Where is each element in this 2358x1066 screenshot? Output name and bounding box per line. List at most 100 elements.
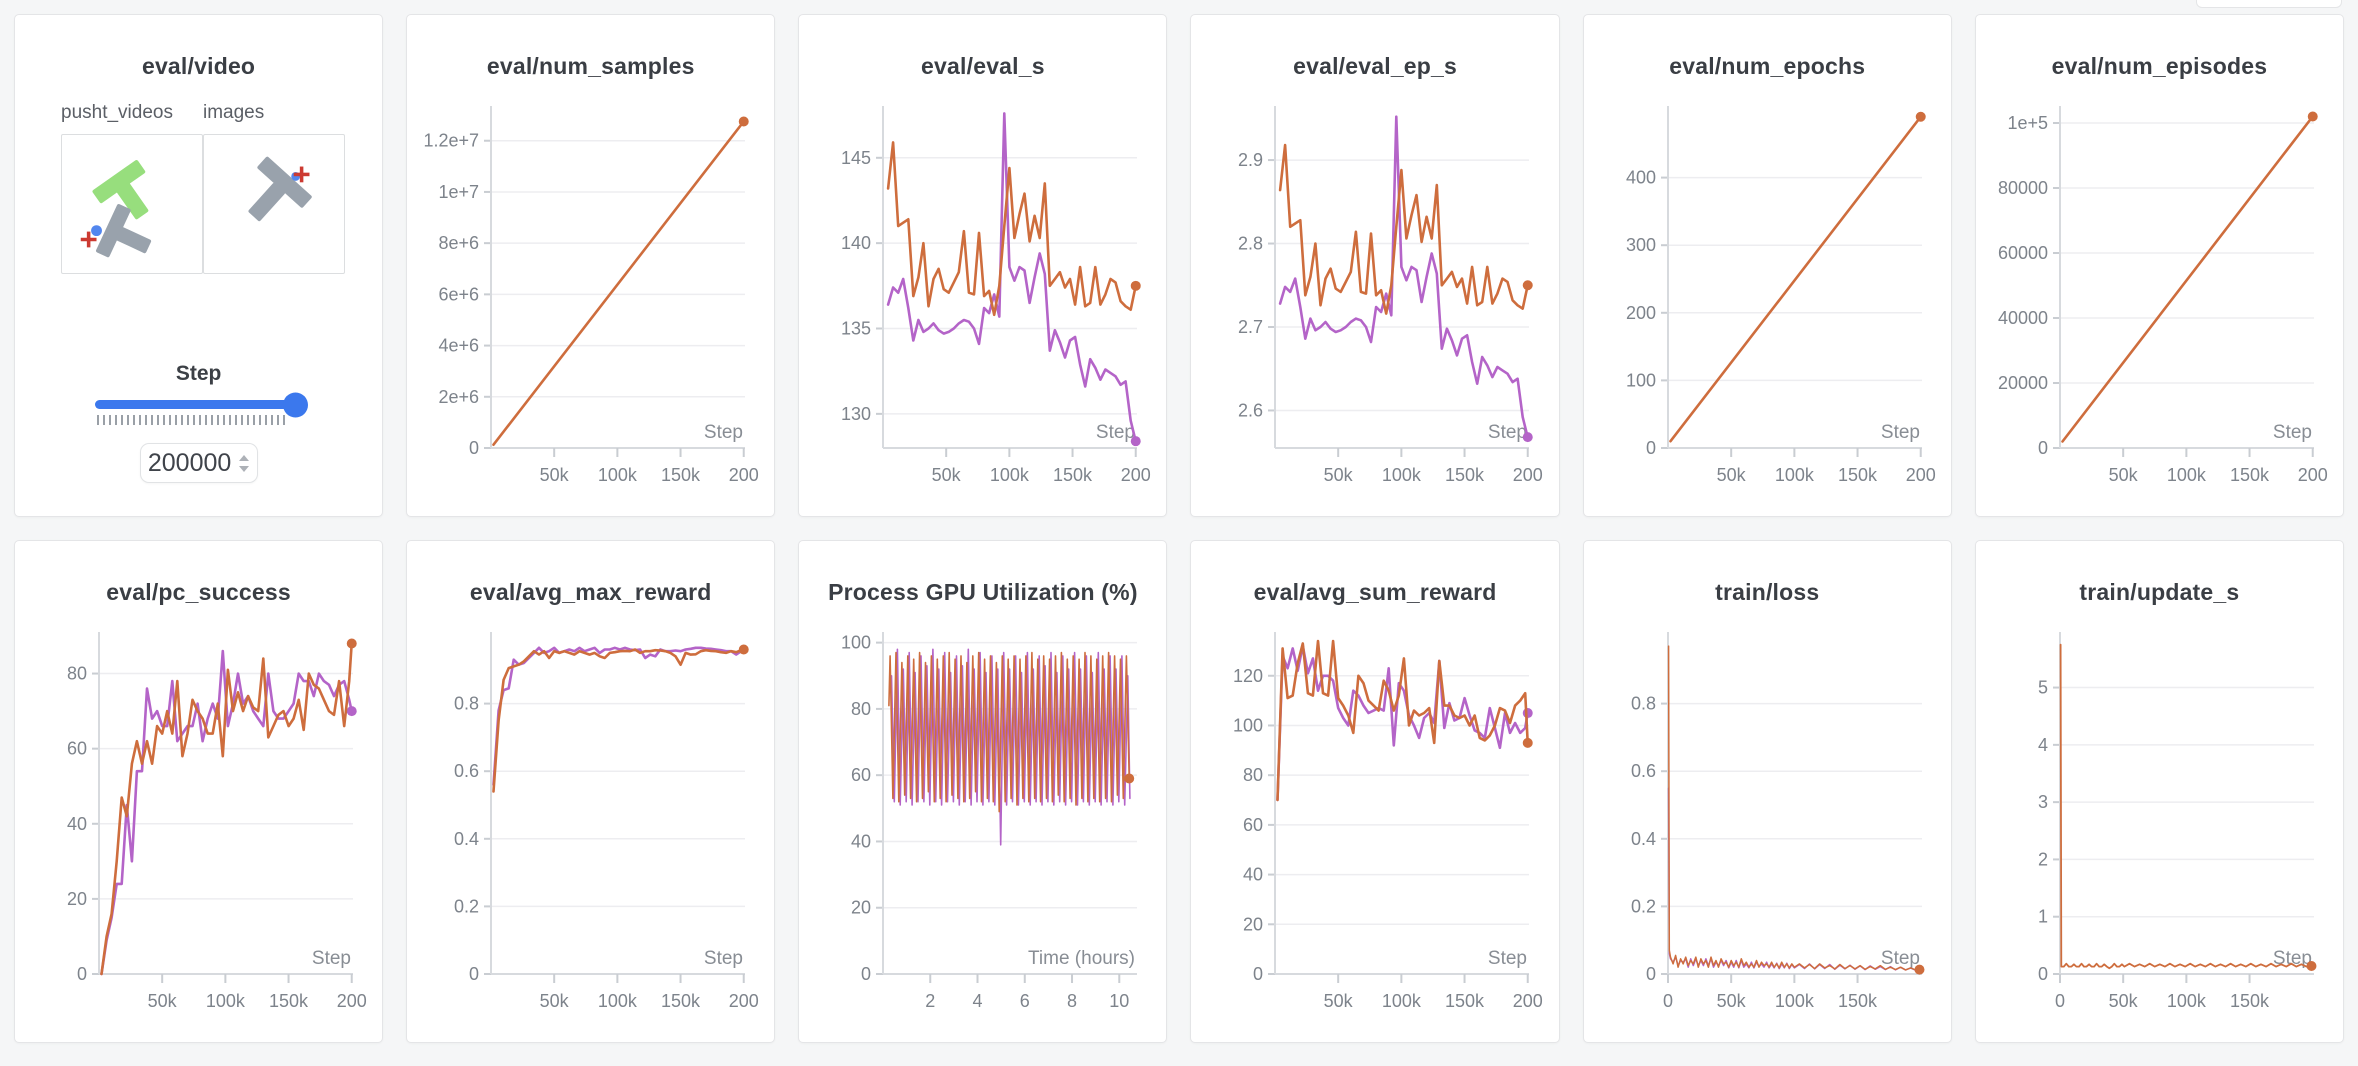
- series-line-run-purple: [492, 646, 746, 786]
- series-endpoint-dot-run-purple: [1523, 708, 1534, 719]
- panel-process-gpu-utilization[interactable]: Process GPU Utilization (%) 0 20 40 60 80 100 2…: [798, 540, 1168, 1043]
- panel-eval-num-epochs[interactable]: eval/num_epochs 0 100 200 300 400 50k 100k 150k 2…: [1582, 14, 1952, 517]
- x-axis-label: Step: [1488, 422, 1527, 443]
- x-axis-tick-label: 200: [729, 991, 759, 1011]
- y-axis-tick-label: 0.4: [454, 829, 479, 849]
- y-axis-tick-label: 0.6: [454, 761, 479, 781]
- x-axis-tick-label: 50k: [540, 465, 570, 485]
- step-input[interactable]: 200000: [139, 443, 258, 483]
- x-axis-label: Step: [2273, 422, 2312, 443]
- image-thumbnail-images[interactable]: [203, 134, 345, 274]
- panel-eval-video[interactable]: eval/video pusht_videos: [14, 14, 384, 517]
- panel-train-update-s[interactable]: train/update_s 0 1 2 3 4 5 0 50k 100k 150k Step: [1974, 540, 2344, 1043]
- y-axis-tick-label: 2.7: [1238, 317, 1263, 337]
- spin-down-icon[interactable]: [239, 465, 250, 472]
- panel-eval-num-episodes[interactable]: eval/num_episodes 0 20000 40000 60000 80000 1e…: [1974, 14, 2344, 517]
- x-axis-tick-label: 50k: [540, 991, 570, 1011]
- x-axis-tick-label: 200: [1513, 991, 1543, 1011]
- y-axis-tick-label: 135: [841, 319, 871, 339]
- y-axis-tick-label: 400: [1626, 168, 1656, 188]
- series-line-run-purple: [1667, 787, 1920, 972]
- series-endpoint-dot-run-purple: [1523, 432, 1534, 443]
- y-axis-tick-label: 2: [2038, 849, 2048, 869]
- x-axis-tick-label: 200: [2298, 465, 2328, 485]
- series-line-run-orange: [492, 648, 746, 793]
- series-endpoint-dot-run-orange: [346, 638, 357, 649]
- panel-eval-pc-success[interactable]: eval/pc_success 0 20 40 60 80 50k 100k 150k 200 St…: [14, 540, 384, 1043]
- x-axis-label: Time (hours): [1028, 948, 1135, 969]
- y-axis-tick-label: 40: [851, 831, 871, 851]
- x-axis-tick-label: 50k: [2108, 991, 2138, 1011]
- series-endpoint-dot-run-orange: [1523, 280, 1534, 291]
- series-line-run-purple: [1276, 644, 1530, 802]
- panel-title: train/loss: [1715, 579, 1820, 605]
- y-axis-tick-label: 80: [67, 664, 87, 684]
- step-slider-thumb[interactable]: [282, 392, 308, 417]
- chart-canvas: 0 2e+6 4e+6 6e+6 8e+6 1e+7 1.2e+7 50k 100k 150k 20…: [424, 106, 759, 485]
- series-endpoint-dot-run-purple: [1131, 436, 1142, 447]
- panel-eval-num-samples[interactable]: eval/num_samples 0 2e+6 4e+6 6e+6 8e+6 1e+7 1.2…: [406, 14, 776, 517]
- step-control: Step 200000: [29, 362, 368, 483]
- video-thumbnail-pusht-videos[interactable]: [61, 134, 203, 274]
- spin-up-icon[interactable]: [239, 454, 250, 461]
- x-axis-tick-label: 100k: [1382, 991, 1422, 1011]
- step-slider[interactable]: [94, 392, 308, 417]
- y-axis-tick-label: 0.8: [1631, 694, 1656, 714]
- y-axis-tick-label: 0: [77, 964, 87, 984]
- series-line-run-purple: [891, 648, 1132, 846]
- x-axis-label: Step: [1488, 948, 1527, 969]
- y-axis-tick-label: 80000: [1998, 178, 2048, 198]
- pusht-image-icon: [248, 156, 312, 222]
- x-axis-tick-label: 100k: [2167, 465, 2207, 485]
- panel-title: eval/avg_max_reward: [469, 579, 712, 605]
- x-axis-tick-label: 50k: [1324, 991, 1354, 1011]
- step-input-value: 200000: [147, 448, 232, 477]
- y-axis-tick-label: 20: [1243, 914, 1263, 934]
- series-endpoint-dot-run-orange: [1915, 111, 1926, 122]
- panel-eval-eval-s[interactable]: eval/eval_s 130 135 140 145 50k 100k 150k 200 Ste…: [798, 14, 1168, 517]
- panel-train-loss[interactable]: train/loss 0 0.2 0.4 0.6 0.8 0 50k 100k 150k Step: [1582, 540, 1952, 1043]
- y-axis-tick-label: 0: [1646, 964, 1656, 984]
- series-line-run-orange: [100, 642, 354, 976]
- series-endpoint-dot-run-orange: [1124, 773, 1135, 784]
- x-axis-tick-label: 150k: [2230, 991, 2270, 1011]
- x-axis-tick-label: 50k: [2108, 465, 2138, 485]
- y-axis-tick-label: 80: [851, 699, 871, 719]
- series-endpoint-dot-run-orange: [2307, 111, 2318, 122]
- panel-eval-avg-sum-reward[interactable]: eval/avg_sum_reward 0 20 40 60 80 100 120 50k 100…: [1190, 540, 1560, 1043]
- y-axis-tick-label: 0: [469, 438, 479, 458]
- thumbnail-label: images: [203, 102, 265, 123]
- x-axis-label: Step: [1096, 422, 1135, 443]
- y-axis-tick-label: 100: [1233, 715, 1263, 735]
- chart-canvas: 0 20 40 60 80 100 2 4 6 8 10 Time (hours): [841, 632, 1138, 1011]
- panel-title: train/update_s: [2079, 579, 2240, 605]
- x-axis-tick-label: 200: [1905, 465, 1935, 485]
- x-axis-tick-label: 150k: [1838, 465, 1878, 485]
- x-axis-tick-label: 150k: [661, 991, 701, 1011]
- series-line-run-orange: [1276, 639, 1530, 802]
- series-endpoint-dot-run-orange: [1523, 737, 1534, 748]
- y-axis-tick-label: 1: [2038, 907, 2048, 927]
- series-line-run-orange: [887, 141, 1138, 317]
- x-axis-label: Step: [1881, 948, 1920, 969]
- y-axis-tick-label: 0.2: [454, 896, 479, 916]
- chart-canvas: 2.6 2.7 2.8 2.9 50k 100k 150k 200 Step: [1238, 106, 1543, 485]
- y-axis-tick-label: 4e+6: [439, 336, 480, 356]
- series-endpoint-dot-run-purple: [346, 706, 357, 717]
- x-axis-tick-label: 150k: [2230, 465, 2270, 485]
- chart-canvas: 130 135 140 145 50k 100k 150k 200 Step: [841, 106, 1151, 485]
- stepper-spin-buttons: [239, 454, 250, 472]
- x-axis-tick-label: 100k: [598, 991, 638, 1011]
- panel-eval-eval-ep-s[interactable]: eval/eval_ep_s 2.6 2.7 2.8 2.9 50k 100k 150k 200…: [1190, 14, 1560, 517]
- x-axis-tick-label: 150k: [1053, 465, 1093, 485]
- y-axis-tick-label: 60: [851, 765, 871, 785]
- x-axis-tick-label: 100k: [1775, 465, 1815, 485]
- x-axis-tick-label: 200: [1121, 465, 1151, 485]
- panel-eval-avg-max-reward[interactable]: eval/avg_max_reward 0 0.2 0.4 0.6 0.8 50k 100k 1…: [406, 540, 776, 1043]
- x-axis-tick-label: 4: [973, 991, 983, 1011]
- x-axis-tick-label: 200: [729, 465, 759, 485]
- y-axis-tick-label: 60: [1243, 815, 1263, 835]
- x-axis-tick-label: 50k: [148, 991, 178, 1011]
- chart-canvas: 0 100 200 300 400 50k 100k 150k 200 Step: [1626, 106, 1935, 485]
